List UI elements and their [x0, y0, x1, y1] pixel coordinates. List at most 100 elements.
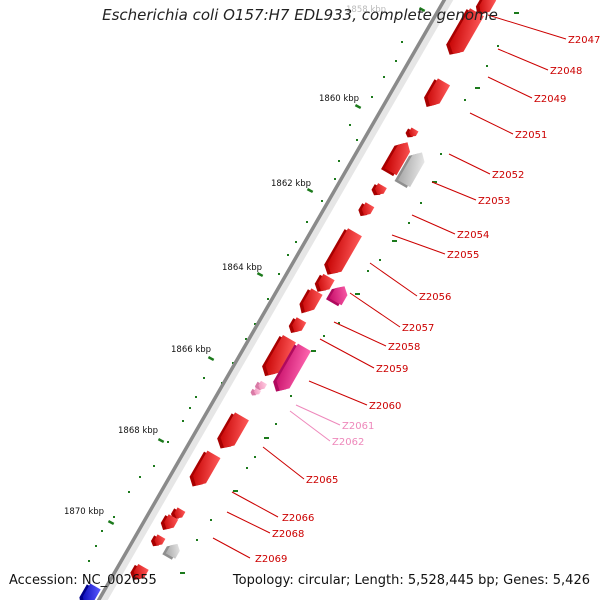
gc-dot [514, 12, 519, 14]
tick-label: 1870 kbp [64, 507, 104, 517]
gc-dot [401, 41, 403, 43]
gc-dot [232, 362, 234, 364]
gene-arrow-face [318, 273, 335, 291]
gc-dot [408, 222, 410, 224]
gc-dot [254, 456, 256, 458]
gc-dot [383, 76, 385, 78]
gene-arrow-face [397, 152, 425, 188]
tick-mark [107, 520, 115, 526]
tick-mark [157, 437, 165, 444]
tick-label: 1866 kbp [171, 345, 211, 355]
gene-arrow-face [133, 563, 149, 580]
gene-leader-line [262, 446, 305, 480]
gc-dot [371, 96, 373, 98]
gene-arrow-face [361, 202, 375, 216]
gene-leader-line [391, 234, 446, 255]
gc-dot [203, 377, 205, 379]
gene-arrow [324, 228, 362, 275]
gene-leader-line [497, 48, 549, 71]
gc-dot [167, 441, 169, 443]
gene-arrow [371, 183, 387, 196]
tick-mark [207, 355, 215, 362]
gc-dot [189, 407, 191, 409]
gene-arrow-face [427, 78, 451, 107]
gene-label: Z2066 [282, 513, 314, 524]
gc-dot [195, 396, 197, 398]
gene-arrow-face [327, 228, 362, 274]
gene-leader-line [289, 410, 331, 442]
gene-label: Z2051 [515, 130, 547, 141]
tick-label: 1868 kbp [118, 426, 158, 436]
accession-text: Accession: NC_002655 [9, 573, 157, 588]
gc-dot [264, 437, 269, 439]
gene-arrow [160, 514, 179, 530]
gc-dot [475, 87, 480, 89]
gc-dot [128, 491, 130, 493]
gc-dot [367, 270, 369, 272]
gene-leader-line [333, 321, 387, 347]
genome-summary-text: Topology: circular; Length: 5,528,445 bp… [232, 573, 590, 588]
gene-arrow-face [258, 380, 268, 390]
tick-label: 1862 kbp [271, 179, 311, 189]
map-title: Escherichia coli O157:H7 EDL933, complet… [102, 6, 498, 24]
tick-mark [256, 272, 264, 278]
gene-arrow-face [82, 583, 101, 600]
gene-leader-line [487, 76, 533, 99]
gene-arrow [170, 507, 186, 520]
gene-arrow [358, 202, 375, 217]
gene-label: Z2069 [255, 554, 287, 565]
gene-track [79, 0, 497, 600]
gc-dot [338, 160, 340, 162]
gene-arrow-face [165, 543, 180, 559]
gene-arrow [79, 583, 101, 600]
gc-dot [254, 323, 256, 325]
gene-arrow [381, 142, 411, 177]
gc-dot [323, 335, 325, 337]
gene-arrow [150, 534, 166, 547]
gc-dot [180, 572, 185, 574]
genome-backbone [96, 0, 454, 600]
gc-dot [392, 240, 397, 242]
gc-dot [139, 476, 141, 478]
gene-leader-line [487, 14, 567, 40]
gene-leader-line [448, 153, 491, 175]
gene-leader-line [295, 404, 341, 426]
gene-arrow [424, 78, 451, 108]
gc-dot [246, 467, 248, 469]
gc-dot [338, 322, 340, 324]
gene-leader-line [369, 262, 418, 297]
gene-arrow-face [374, 183, 387, 195]
gene-label: Z2054 [457, 230, 489, 241]
gene-arrow-face [329, 286, 348, 306]
gene-arrow-face [193, 450, 221, 486]
gc-dot [88, 560, 90, 562]
gc-dot [287, 254, 289, 256]
gc-dot [278, 273, 280, 275]
gene-leader-line [411, 214, 456, 235]
gene-arrow-face [302, 288, 323, 313]
gene-label: Z2056 [419, 292, 451, 303]
gc-content-track [88, 12, 519, 574]
gc-dot [321, 200, 323, 202]
gene-arrow [189, 450, 221, 487]
gene-arrow [250, 387, 262, 396]
gene-arrow [394, 152, 425, 189]
gene-arrow [314, 273, 335, 292]
gene-arrow-face [276, 343, 311, 391]
gene-arrow [326, 286, 348, 307]
gene-label: Z2047 [568, 35, 600, 46]
gc-dot [290, 395, 292, 397]
gc-dot [379, 259, 381, 261]
gc-dot [210, 519, 212, 521]
gc-dot [95, 545, 97, 547]
gc-dot [233, 490, 238, 492]
tick-mark [306, 187, 314, 194]
gene-arrow-face [479, 0, 497, 15]
gc-dot [349, 124, 351, 126]
gene-leader-line [349, 292, 401, 328]
gene-label: Z2059 [376, 364, 408, 375]
gc-dot [395, 60, 397, 62]
gene-arrow [217, 412, 249, 449]
gene-label: Z2065 [306, 475, 338, 486]
gc-dot [420, 202, 422, 204]
